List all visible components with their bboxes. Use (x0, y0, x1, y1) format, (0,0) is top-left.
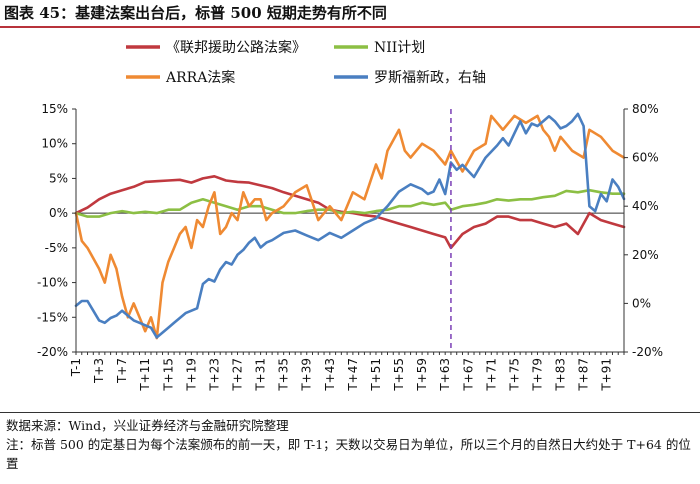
x-tick-label: T+63 (438, 358, 452, 392)
y-right-tick-label: 60% (632, 151, 659, 165)
line-chart: 《联邦援助公路法案》 NII计划 ARRA法案 罗斯福新政，右轴 15% 10% 5% 0%… (37, 39, 663, 392)
x-tick-label: T-1 (69, 358, 83, 377)
y-left-tick-label: 5% (49, 171, 68, 185)
y-right-tick-label: 40% (632, 199, 659, 213)
y-left-tick-label: -10% (37, 276, 68, 290)
x-tick-label: T+11 (138, 358, 152, 392)
y-left-tick-label: 15% (41, 102, 68, 116)
legend-label: 《联邦援助公路法案》 (166, 39, 306, 56)
x-tick-label: T+19 (184, 358, 198, 392)
x-tick-label: T+7 (115, 358, 129, 384)
legend-label: NII计划 (374, 40, 425, 56)
y-left-tick-label: 10% (41, 137, 68, 151)
x-tick-label: T+23 (207, 358, 221, 392)
x-tick-label: T+71 (484, 358, 498, 392)
y-right-tick-label: 20% (632, 248, 659, 262)
y-left-tick-label: -15% (37, 310, 68, 324)
x-tick-label: T+31 (254, 358, 268, 392)
x-tick-label: T+15 (161, 358, 175, 392)
x-tick-label: T+67 (461, 358, 475, 392)
footnote: 注：标普 500 的定基日为每个法案颁布的前一天，即 T-1；天数以交易日为单位… (6, 437, 691, 471)
series-line (74, 114, 626, 340)
x-tick-label: T+79 (530, 358, 544, 392)
x-tick-label: T+59 (415, 358, 429, 392)
x-tick-label: T+51 (369, 358, 383, 392)
y-right-tick-label: 0% (632, 296, 651, 310)
y-right-tick-label: -20% (632, 345, 663, 359)
x-tick-label: T+3 (92, 358, 106, 384)
x-tick-label: T+55 (392, 358, 406, 392)
legend-label: ARRA法案 (165, 69, 235, 86)
x-tick-label: T+83 (554, 358, 568, 392)
x-tick-label: T+43 (323, 358, 337, 392)
source-note: 数据来源：Wind，兴业证券经济与金融研究院整理 (6, 418, 289, 433)
figure-title: 图表 45：基建法案出台后，标普 500 短期走势有所不同 (0, 0, 700, 28)
series-line (74, 112, 626, 339)
x-tick-label: T+75 (507, 358, 521, 392)
x-tick-label: T+91 (600, 358, 614, 392)
series-line (74, 188, 626, 218)
y-left-tick-label: -20% (37, 345, 68, 359)
x-tick-label: T+39 (300, 358, 314, 392)
x-tick-label: T+47 (346, 358, 360, 392)
legend: 《联邦援助公路法案》 NII计划 ARRA法案 罗斯福新政，右轴 (126, 39, 486, 86)
x-tick-label: T+27 (231, 358, 245, 392)
plot-area (74, 109, 626, 352)
y-right-tick-label: 80% (632, 102, 659, 116)
y-left-tick-label: -5% (45, 241, 68, 255)
y-left-tick-label: 0% (49, 206, 68, 220)
legend-label: 罗斯福新政，右轴 (374, 70, 486, 86)
x-tick-label: T+87 (577, 358, 591, 392)
x-tick-label: T+35 (277, 358, 291, 392)
footnotes: 数据来源：Wind，兴业证券经济与金融研究院整理 注：标普 500 的定基日为每… (0, 412, 700, 473)
